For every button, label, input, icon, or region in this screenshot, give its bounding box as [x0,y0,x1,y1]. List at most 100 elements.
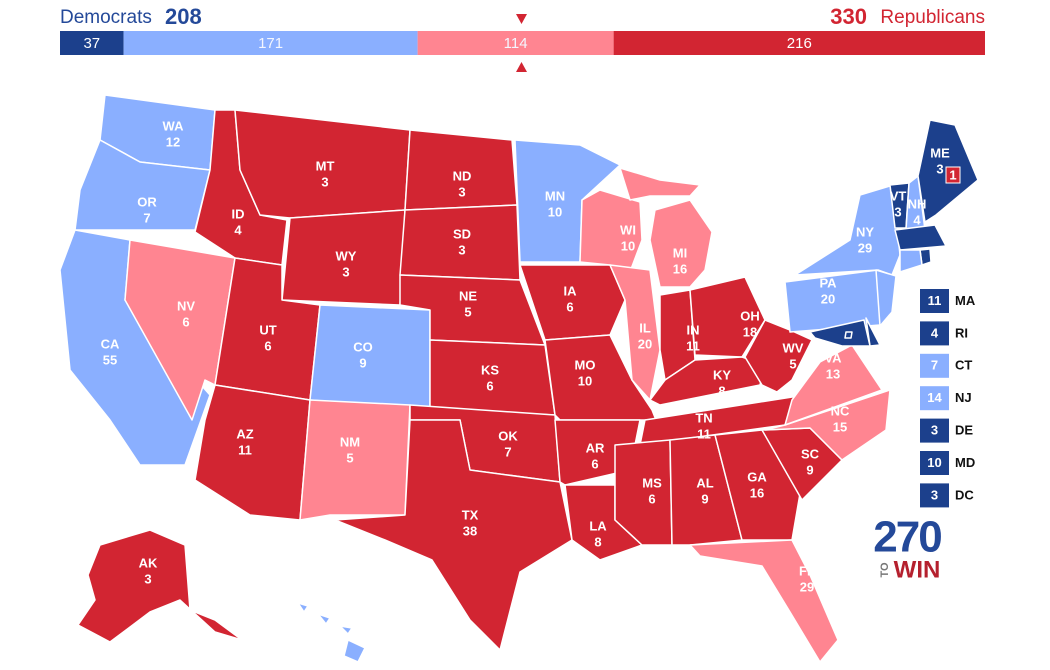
state-ev: 4 [234,222,242,237]
state-ev: 3 [458,184,465,199]
state [343,639,366,663]
state-ev: 16 [673,261,687,276]
state-ev: 6 [591,456,598,471]
state-ev: 3 [936,161,943,176]
logo-number: 270 [873,513,941,562]
state-abbr: IL [639,320,651,335]
state-abbr: NM [340,434,360,449]
state-abbr: AK [139,555,158,570]
state-ev: 5 [789,356,796,371]
state-ev: 8 [718,383,725,398]
state-abbr: ND [453,168,472,183]
state-abbr: WI [620,222,636,237]
state-abbr: VT [890,188,907,203]
bar-label: 216 [787,35,812,52]
state-ev: 10 [548,204,562,219]
callout-ev: 3 [931,423,938,438]
state-abbr: NY [856,224,874,239]
state [894,224,947,251]
state [334,419,573,651]
state-abbr: MO [575,357,596,372]
state [339,625,353,635]
state-abbr: WV [783,340,804,355]
callout-box [920,451,949,475]
bar-segment [613,31,985,55]
state-abbr: SD [453,226,471,241]
state-abbr: ID [232,206,245,221]
logo-to: TO [879,562,891,578]
state-abbr: OR [137,194,157,209]
state-ev: 5 [464,304,471,319]
state-ev: 5 [346,450,353,465]
state [689,276,766,358]
state-ev: 7 [143,210,150,225]
state-ev: 38 [463,523,477,538]
callout-box [920,289,949,313]
callout-abbr: DC [955,487,974,502]
state [194,384,311,521]
callout-abbr: DE [955,423,973,438]
state-ev: 12 [166,134,180,149]
state-ev: 10 [578,373,592,388]
bar-segment [60,31,124,55]
callout-box [920,353,949,378]
state-abbr: TX [462,507,479,522]
state [544,334,657,421]
rep-label: Republicans [880,7,985,28]
callout-ev: 14 [927,390,942,405]
dem-total: 208 [165,4,202,29]
state-abbr: ME [930,145,950,160]
callout-abbr: RI [955,325,968,340]
state [794,184,901,276]
state [689,539,839,663]
state-abbr: KS [481,362,499,377]
state-ev: 9 [359,355,366,370]
district-box [945,166,961,184]
callout-abbr: MA [955,293,976,308]
logo: 270 TO WIN [873,513,943,584]
callout-box [920,418,949,443]
state [579,189,643,286]
state-abbr: AR [586,440,605,455]
state [317,613,331,625]
state [619,167,701,201]
callout-box [920,483,949,508]
state-abbr: OK [498,428,518,443]
callout-ev: 4 [931,325,939,340]
state-abbr: SC [801,446,820,461]
callout-abbr: MD [955,455,975,470]
state [744,319,813,393]
state-ev: 7 [504,444,511,459]
state-abbr: KY [713,367,731,382]
state-ev: 4 [913,212,921,227]
state [614,439,673,546]
state [669,434,743,546]
state-ev: 29 [858,240,872,255]
bar-label: 171 [258,35,283,52]
state-ev: 6 [264,338,271,353]
state-ev: 8 [594,534,601,549]
state-abbr: AL [696,475,713,490]
district-ev: 1 [949,167,956,182]
state-abbr: WY [336,248,357,263]
bar-segment [417,31,614,55]
state-ev: 15 [833,419,847,434]
dem-label: Democrats [60,7,152,28]
state-ev: 20 [821,291,835,306]
state-abbr: PA [819,275,837,290]
state-abbr: NE [459,288,477,303]
state [519,264,626,341]
callout-box [920,386,949,411]
state-ev: 11 [238,442,252,457]
state-ev: 11 [697,426,711,441]
state [809,319,871,347]
midpoint-marker [516,62,527,72]
state-ev: 9 [701,491,708,506]
state-ev: 4 [318,646,326,661]
bar-label: 114 [504,35,528,52]
rep-total: 330 [830,4,867,29]
state-abbr: CA [101,336,120,351]
state-ev: 11 [686,338,700,353]
state-abbr: VA [824,350,842,365]
